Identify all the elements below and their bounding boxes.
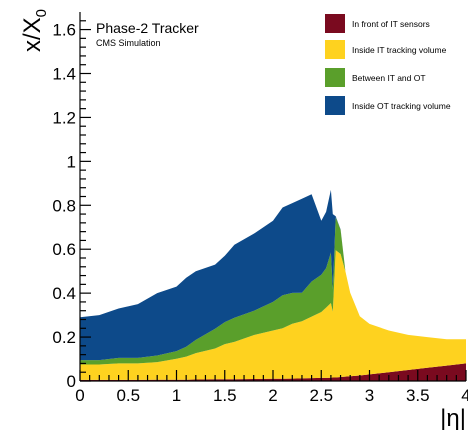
- y-tick-label: 1.4: [52, 65, 76, 84]
- y-tick-label: 1.6: [52, 21, 76, 40]
- y-tick-label: 0.4: [52, 284, 76, 303]
- y-tick-label: 1: [67, 152, 76, 171]
- y-tick-label: 0.2: [52, 328, 76, 347]
- legend-swatch-inside-ot: [325, 96, 345, 115]
- y-tick-label: 0.8: [52, 196, 76, 215]
- y-axis-title-subscript: 0: [33, 9, 50, 17]
- y-axis-title: x/X0: [19, 9, 50, 52]
- legend-swatch-front-it: [325, 14, 345, 33]
- x-tick-label: 3.5: [406, 386, 430, 405]
- x-tick-label: 0.5: [116, 386, 140, 405]
- legend-swatch-inside-it: [325, 40, 345, 59]
- chart-title: Phase-2 Tracker: [96, 20, 199, 36]
- svg-text:x/X0: x/X0: [19, 9, 50, 52]
- legend-label-between-it-ot: Between IT and OT: [352, 73, 426, 83]
- legend-label-front-it: In front of IT sensors: [352, 19, 430, 29]
- chart-subtitle: CMS Simulation: [96, 38, 161, 48]
- stacked-areas: [80, 189, 466, 381]
- x-tick-label: 1: [172, 386, 181, 405]
- area-inside-ot-tracking-volume: [80, 189, 466, 361]
- legend-swatch-between-it-ot: [325, 68, 345, 87]
- x-tick-label: 1.5: [213, 386, 237, 405]
- y-axis-title-main: x/X: [19, 17, 46, 52]
- x-tick-label: 0: [75, 386, 84, 405]
- x-tick-label: 3: [365, 386, 374, 405]
- y-tick-label: 1.2: [52, 108, 76, 127]
- x-axis-ticks: 0 0.5 1 1.5 2 2.5 3 3.5 4: [75, 370, 468, 405]
- x-tick-label: 2.5: [309, 386, 333, 405]
- y-axis-ticks: 0 0.2 0.4 0.6 0.8 1 1.2 1.4 1.6: [52, 20, 91, 391]
- legend: In front of IT sensors Inside IT trackin…: [325, 14, 451, 115]
- y-tick-label: 0.6: [52, 240, 76, 259]
- x-tick-label: 4: [461, 386, 468, 405]
- x-axis-title: |η|: [440, 405, 466, 430]
- y-tick-label: 0: [67, 372, 76, 391]
- x-tick-label: 2: [268, 386, 277, 405]
- legend-label-inside-it: Inside IT tracking volume: [352, 45, 447, 55]
- legend-label-inside-ot: Inside OT tracking volume: [352, 101, 451, 111]
- area-inside-it-tracking-volume: [80, 250, 466, 380]
